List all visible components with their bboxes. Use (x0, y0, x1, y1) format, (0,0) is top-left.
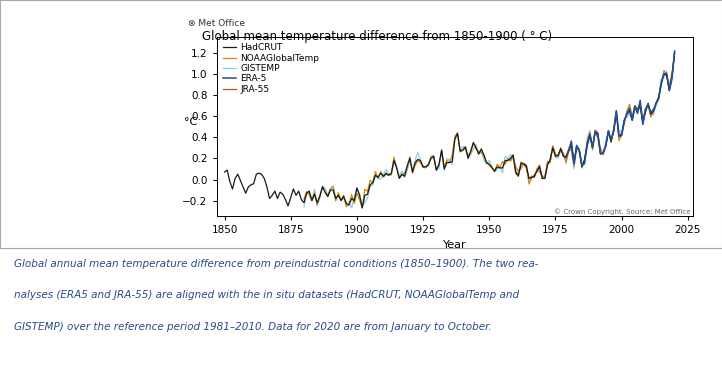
NOAAGlobalTemp (535, 170, 544, 174)
GISTEMP (501, 154, 510, 158)
HadCRUT (303, 191, 311, 195)
ERA-5 (622, 111, 631, 116)
JRA-55 (601, 143, 610, 148)
HadCRUT (487, 166, 496, 170)
NOAAGlobalTemp (670, 51, 679, 56)
X-axis label: Year: Year (443, 240, 466, 250)
GISTEMP (535, 168, 544, 172)
HadCRUT (625, 109, 634, 113)
HadCRUT (220, 170, 229, 174)
HadCRUT (503, 158, 512, 163)
Text: © Crown Copyright. Source: Met Office: © Crown Copyright. Source: Met Office (554, 208, 691, 215)
Line: ERA-5: ERA-5 (566, 51, 674, 165)
JRA-55 (622, 112, 631, 116)
GISTEMP (601, 139, 610, 144)
NOAAGlobalTemp (501, 162, 510, 167)
HadCRUT (604, 129, 613, 133)
Line: HadCRUT: HadCRUT (225, 53, 674, 208)
NOAAGlobalTemp (622, 108, 631, 113)
NOAAGlobalTemp (601, 144, 610, 149)
GISTEMP (485, 158, 494, 163)
Line: NOAAGlobalTemp: NOAAGlobalTemp (304, 54, 674, 207)
JRA-55 (670, 51, 679, 55)
ERA-5 (670, 49, 679, 53)
GISTEMP (670, 50, 679, 54)
ERA-5 (601, 144, 610, 148)
HadCRUT (670, 51, 679, 55)
Legend: HadCRUT, NOAAGlobalTemp, GISTEMP, ERA-5, JRA-55: HadCRUT, NOAAGlobalTemp, GISTEMP, ERA-5,… (221, 41, 321, 95)
Line: JRA-55: JRA-55 (510, 53, 674, 179)
Text: ⊗ Met Office: ⊗ Met Office (188, 18, 245, 27)
NOAAGlobalTemp (303, 189, 311, 194)
NOAAGlobalTemp (485, 162, 494, 166)
Line: GISTEMP: GISTEMP (304, 52, 674, 208)
GISTEMP (622, 115, 631, 120)
HadCRUT (358, 206, 367, 210)
Text: Global annual mean temperature difference from preindustrial conditions (1850–19: Global annual mean temperature differenc… (14, 259, 539, 269)
JRA-55 (535, 163, 544, 168)
Text: GISTEMP) over the reference period 1981–2010. Data for 2020 are from January to : GISTEMP) over the reference period 1981–… (14, 322, 492, 332)
Y-axis label: °C: °C (184, 117, 197, 127)
Text: nalyses (ERA5 and JRA-55) are aligned with the in situ datasets (HadCRUT, NOAAGl: nalyses (ERA5 and JRA-55) are aligned wi… (14, 290, 520, 300)
HadCRUT (538, 176, 547, 181)
Text: Global mean temperature difference from 1850-1900 ( ° C): Global mean temperature difference from … (202, 30, 552, 43)
GISTEMP (303, 191, 311, 196)
